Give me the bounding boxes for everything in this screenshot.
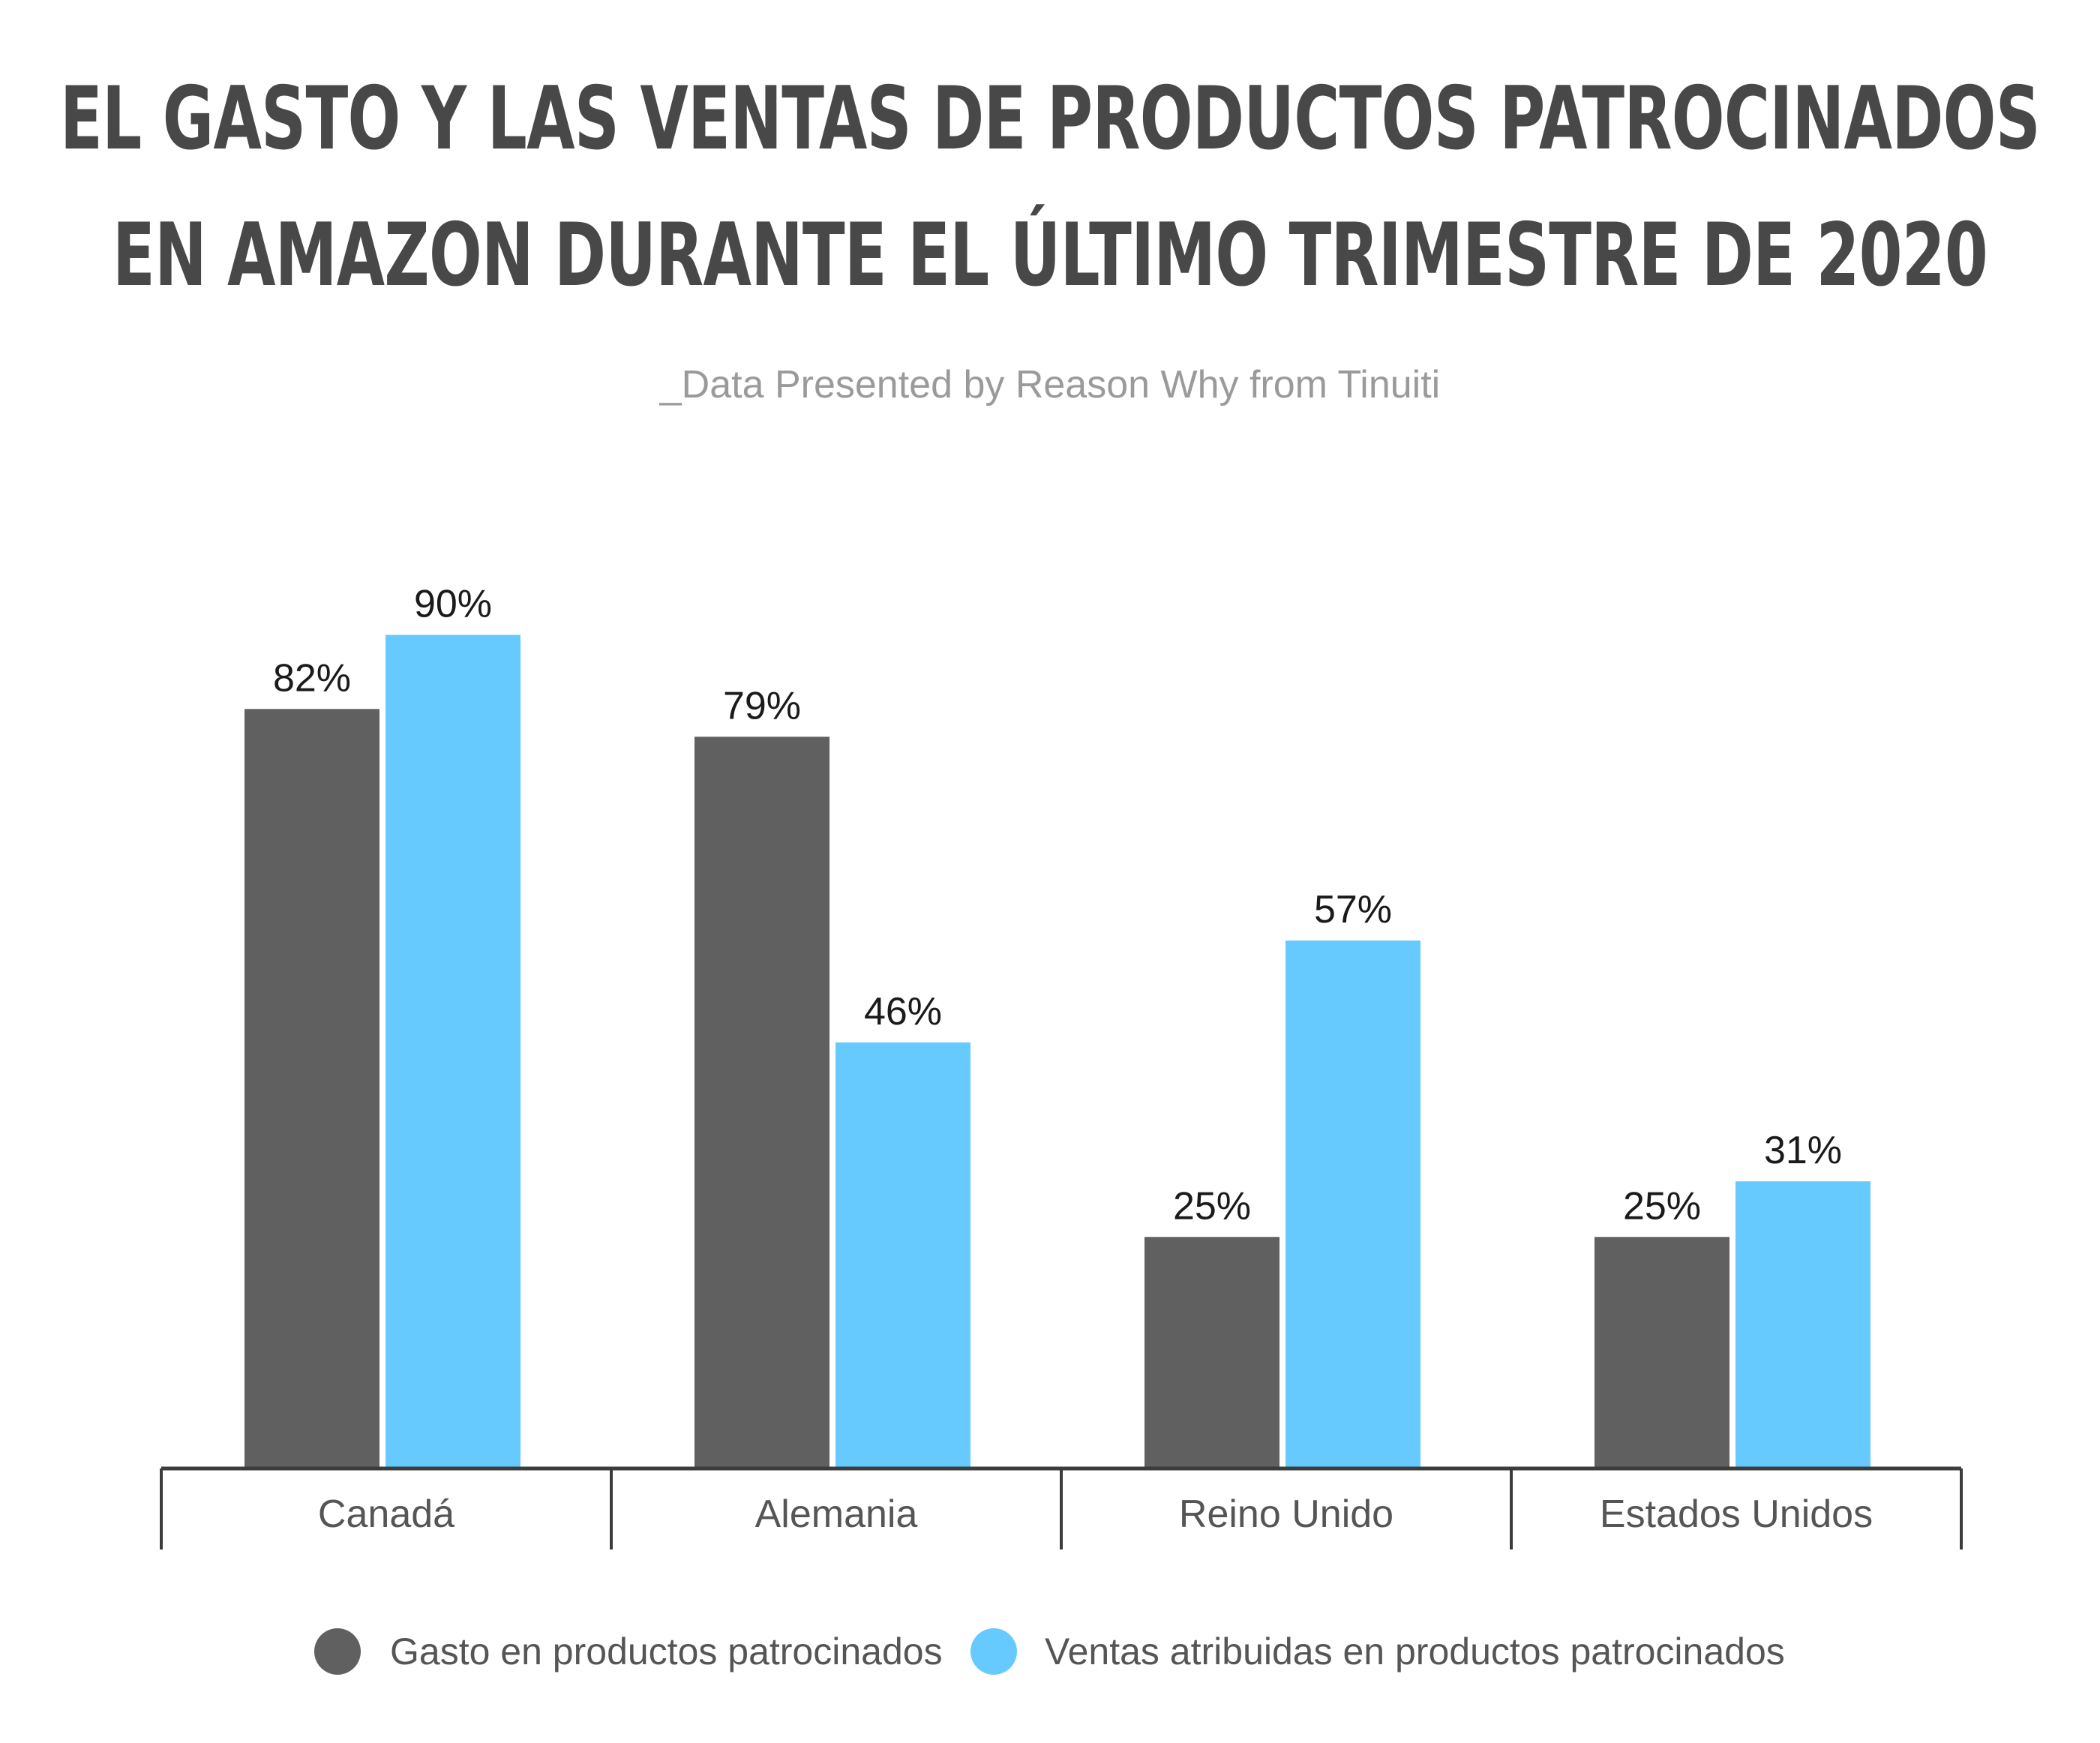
category-label-3: Estados Unidos <box>1600 1492 1873 1536</box>
category-label-2: Reino Unido <box>1179 1492 1394 1536</box>
data-label-gasto-3: 25% <box>1623 1184 1701 1228</box>
data-label-ventas-1: 46% <box>864 990 942 1034</box>
bar-gasto-1 <box>694 736 830 1468</box>
x-axis: Canadá Alemania Reino Unido Estados Unidos <box>160 1466 1963 1550</box>
data-label-ventas-0: 90% <box>414 583 492 626</box>
category-label-0: Canadá <box>318 1492 454 1536</box>
data-label-gasto-2: 25% <box>1173 1184 1251 1228</box>
data-label-ventas-2: 57% <box>1314 888 1392 932</box>
category-label-1: Alemania <box>755 1492 918 1536</box>
chart-title-line-2: EN AMAZON DURANTE EL ÚLTIMO TRIMESTRE DE… <box>112 204 1988 306</box>
bar-ventas-3 <box>1736 1181 1870 1468</box>
bar-ventas-1 <box>836 1042 970 1468</box>
legend-swatch-ventas <box>970 1628 1017 1675</box>
bar-ventas-0 <box>386 634 520 1468</box>
data-label-ventas-3: 31% <box>1764 1129 1842 1172</box>
chart-title-line-1: EL GASTO Y LAS VENTAS DE PRODUCTOS PATRO… <box>60 68 2040 170</box>
bar-gasto-2 <box>1144 1237 1280 1468</box>
chart-title: EL GASTO Y LAS VENTAS DE PRODUCTOS PATRO… <box>60 68 2041 306</box>
bar-ventas-2 <box>1286 940 1420 1468</box>
legend: Gasto en productos patrocinados Ventas at… <box>314 1628 1785 1675</box>
data-label-gasto-0: 82% <box>273 656 351 700</box>
legend-swatch-gasto <box>314 1628 361 1675</box>
bar-gasto-3 <box>1594 1237 1730 1468</box>
bars-layer: 82% 90% 79% 46% 25% 57% 25% 31% <box>244 583 1870 1468</box>
legend-label-gasto: Gasto en productos patrocinados <box>390 1630 943 1672</box>
data-label-gasto-1: 79% <box>723 684 801 728</box>
bar-gasto-0 <box>244 709 380 1468</box>
legend-label-ventas: Ventas atribuidas en productos patrocina… <box>1045 1630 1785 1672</box>
chart-subtitle: _Data Presented by Reason Why from Tinui… <box>659 363 1440 406</box>
